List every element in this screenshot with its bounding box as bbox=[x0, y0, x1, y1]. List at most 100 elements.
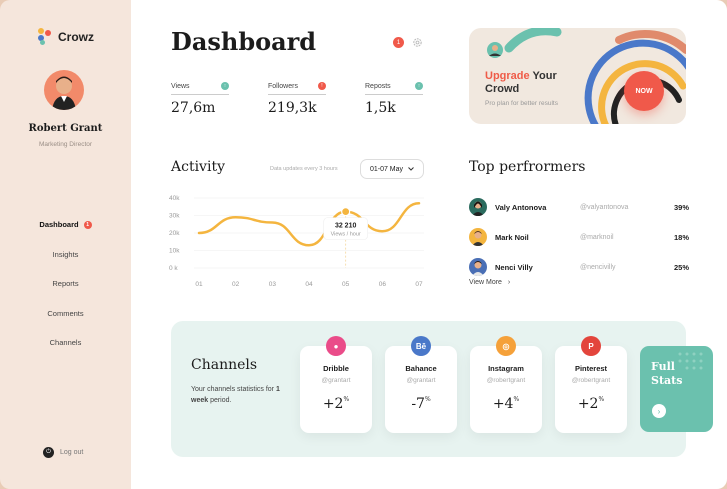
performer-handle: @valyantonova bbox=[580, 203, 629, 211]
stat-views: Views ↑ 27,6m bbox=[171, 82, 268, 116]
x-tick-label: 03 bbox=[269, 281, 277, 288]
list-item[interactable]: Valy Antonova @valyantonova 39% bbox=[469, 192, 689, 222]
channel-handle: @robertgrant bbox=[486, 377, 526, 384]
avatar bbox=[469, 258, 487, 276]
channel-card-dribble[interactable]: ● Dribble @grantart +2% bbox=[300, 336, 372, 433]
activity-chart: 40k 30k 20k 10k 0 k 01 02 03 04 05 06 07 32 210 Views… bbox=[169, 195, 424, 288]
highlight-point bbox=[341, 207, 351, 217]
channel-card-bahance[interactable]: Bē Bahance @grantart -7% bbox=[385, 336, 457, 433]
alert-icon: ! bbox=[318, 82, 326, 90]
channel-change-value: +2 bbox=[322, 396, 344, 412]
main-content: Dashboard 1 Views ↑ 27,6m Followers ! 21… bbox=[131, 0, 727, 489]
stat-value: 219,3k bbox=[268, 100, 317, 116]
notification-badge[interactable]: 1 bbox=[393, 37, 404, 48]
channel-change-value: +4 bbox=[492, 396, 514, 412]
stat-label: Followers bbox=[268, 82, 298, 90]
instagram-icon: ◎ bbox=[496, 336, 516, 356]
brand-name: Crowz bbox=[58, 30, 94, 44]
activity-note: Data updates every 3 hours bbox=[270, 166, 338, 172]
upgrade-subtitle: Pro plan for better results bbox=[485, 100, 558, 107]
stat-label: Reposts bbox=[365, 82, 391, 90]
sidebar-item-label: Reports bbox=[52, 279, 79, 289]
channel-handle: @robertgrant bbox=[571, 377, 611, 384]
date-range-select[interactable]: 01-07 May bbox=[360, 159, 424, 179]
channel-name: Instagram bbox=[488, 364, 524, 373]
user-role: Marketing Director bbox=[38, 141, 93, 148]
stat-value: 1,5k bbox=[365, 100, 396, 116]
y-tick-label: 0 k bbox=[169, 265, 178, 272]
performers-list: Valy Antonova @valyantonova 39% Mark Noi… bbox=[469, 192, 689, 282]
arrow-right-icon: › bbox=[652, 404, 666, 418]
channels-title: Channels bbox=[191, 357, 258, 373]
performer-name: Valy Antonova bbox=[495, 202, 547, 212]
channel-card-instagram[interactable]: ◎ Instagram @robertgrant +4% bbox=[470, 336, 542, 433]
behance-icon: Bē bbox=[411, 336, 431, 356]
upgrade-title-rest: Your bbox=[529, 70, 557, 82]
channel-card-pinterest[interactable]: P Pinterest @robertgrant +2% bbox=[555, 336, 627, 433]
channel-change-value: -7 bbox=[411, 396, 425, 412]
avatar bbox=[469, 228, 487, 246]
x-tick-label: 04 bbox=[305, 281, 313, 288]
sidebar-item-dashboard[interactable]: Dashboard 1 bbox=[0, 210, 131, 240]
logout-label: Log out bbox=[60, 449, 84, 456]
dashboard-badge: 1 bbox=[83, 220, 92, 229]
view-more-link[interactable]: View More › bbox=[469, 279, 510, 286]
x-tick-label: 01 bbox=[195, 281, 203, 288]
performer-percent: 25% bbox=[673, 262, 689, 272]
sidebar-item-reports[interactable]: Reports bbox=[0, 269, 131, 299]
logout-button[interactable]: ⏻ Log out bbox=[43, 447, 83, 458]
performer-handle: @marknoil bbox=[580, 233, 614, 241]
view-more-label: View More bbox=[469, 279, 502, 286]
upgrade-title-highlight: Upgrade bbox=[485, 70, 530, 82]
sidebar-item-insights[interactable]: Insights bbox=[0, 240, 131, 270]
x-tick-label: 06 bbox=[379, 281, 387, 288]
chevron-right-icon: › bbox=[507, 279, 511, 286]
user-avatar-icon bbox=[52, 76, 76, 110]
channels-desc-bold: 1 week bbox=[191, 386, 280, 404]
y-tick-label: 40k bbox=[169, 195, 180, 202]
channel-change-unit: % bbox=[598, 396, 605, 403]
sidebar-nav: Dashboard 1 Insights Reports Comments Ch… bbox=[0, 210, 131, 358]
performer-name: Nenci Villy bbox=[495, 262, 533, 272]
channel-handle: @grantart bbox=[321, 377, 351, 384]
stats-row: Views ↑ 27,6m Followers ! 219,3k Reposts… bbox=[171, 82, 462, 116]
performer-handle: @nencivilly bbox=[580, 263, 616, 271]
channels-desc-text: Your channels statistics for bbox=[191, 386, 276, 393]
channel-change: +2% bbox=[300, 396, 372, 412]
x-tick-label: 02 bbox=[232, 281, 240, 288]
dots-pattern-decoration bbox=[678, 352, 703, 370]
channel-name: Pinterest bbox=[574, 364, 608, 373]
sidebar: Crowz Robert Grant Marketing Director Da… bbox=[0, 0, 131, 489]
full-stats-label: Full Stats bbox=[651, 360, 682, 388]
channel-name: Dribble bbox=[323, 364, 349, 373]
tooltip-value: 32 210 bbox=[335, 223, 357, 230]
avatar[interactable] bbox=[44, 70, 84, 110]
list-item[interactable]: Mark Noil @marknoil 18% bbox=[469, 222, 689, 252]
channel-change: +2% bbox=[555, 396, 627, 412]
full-stats-label-line-1: Full bbox=[651, 360, 675, 373]
y-tick-label: 20k bbox=[169, 230, 180, 237]
stat-label: Views bbox=[171, 82, 190, 90]
sidebar-item-channels[interactable]: Channels bbox=[0, 328, 131, 358]
brand[interactable]: Crowz bbox=[38, 28, 94, 46]
performer-percent: 39% bbox=[673, 202, 689, 212]
logout-icon: ⏻ bbox=[43, 447, 54, 458]
channel-handle: @grantart bbox=[406, 377, 436, 384]
date-range-value: 01-07 May bbox=[369, 165, 404, 173]
chevron-down-icon bbox=[408, 167, 414, 171]
upgrade-card[interactable]: Upgrade Your Crowd Pro plan for better r… bbox=[469, 28, 686, 124]
full-stats-label-line-2: Stats bbox=[651, 374, 683, 387]
list-item[interactable]: Nenci Villy @nencivilly 25% bbox=[469, 252, 689, 282]
full-stats-button[interactable]: Full Stats › bbox=[640, 346, 713, 432]
sidebar-item-comments[interactable]: Comments bbox=[0, 299, 131, 329]
activity-title: Activity bbox=[171, 159, 225, 175]
upgrade-now-button[interactable]: NOW bbox=[624, 71, 664, 111]
arrow-up-icon: ↑ bbox=[221, 82, 229, 90]
tooltip-label: Views / hour bbox=[331, 232, 361, 238]
performer-percent: 18% bbox=[673, 232, 689, 242]
channel-change-value: +2 bbox=[577, 396, 599, 412]
gear-icon[interactable] bbox=[412, 37, 423, 48]
x-tick-label: 07 bbox=[415, 281, 423, 288]
sidebar-item-label: Comments bbox=[47, 308, 84, 318]
stat-reposts: Reposts ↑ 1,5k bbox=[365, 82, 462, 116]
